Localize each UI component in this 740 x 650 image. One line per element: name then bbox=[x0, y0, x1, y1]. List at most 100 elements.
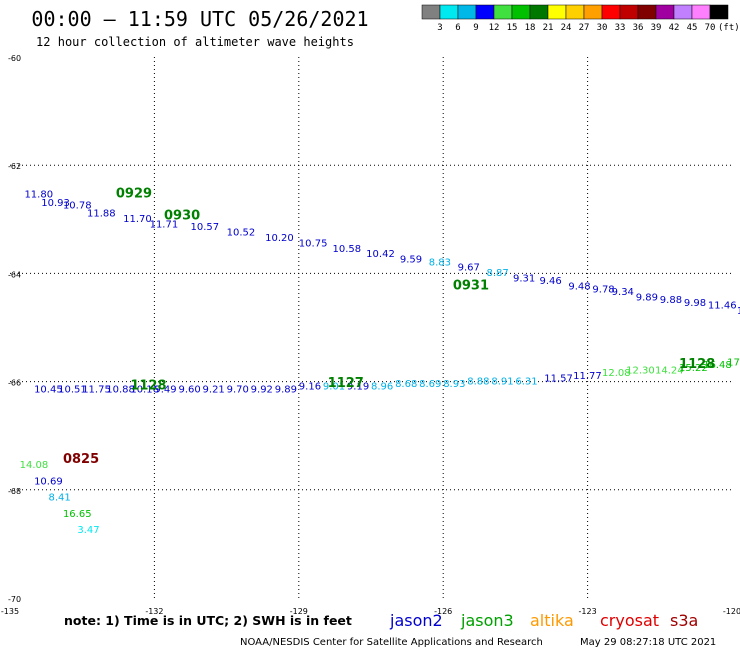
x-tick-label: -129 bbox=[290, 607, 308, 616]
footer-note: note: 1) Time is in UTC; 2) SWH is in fe… bbox=[64, 613, 352, 628]
legend-swatch bbox=[493, 4, 513, 20]
wave-height-value: 9.88 bbox=[660, 295, 682, 306]
wave-height-value: 10.16 bbox=[130, 384, 159, 395]
wave-height-value: 10.45 bbox=[34, 384, 63, 395]
page-subtitle: 12 hour collection of altimeter wave hei… bbox=[36, 35, 354, 49]
x-tick-label: -123 bbox=[579, 607, 597, 616]
wave-height-value: 8.83 bbox=[429, 257, 451, 268]
legend-swatch bbox=[439, 4, 459, 20]
wave-height-value: 9.70 bbox=[227, 384, 249, 395]
wave-height-value: 9.46 bbox=[539, 276, 561, 287]
legend-swatch bbox=[547, 4, 567, 20]
wave-height-value: 10.78 bbox=[63, 200, 92, 211]
x-tick-label: -120 bbox=[723, 607, 740, 616]
wave-height-value: 8.68 bbox=[395, 379, 417, 390]
legend-unit: (ft) bbox=[718, 23, 740, 33]
wave-height-value: 10.88 bbox=[106, 384, 135, 395]
legend-label: 39 bbox=[651, 23, 662, 33]
wave-height-value: 8.91 bbox=[491, 376, 513, 387]
pass-time-label: 1128 bbox=[130, 379, 166, 394]
wave-height-value: 8.87 bbox=[487, 268, 509, 279]
wave-height-value: 16.65 bbox=[63, 509, 92, 520]
wave-height-value: 11.71 bbox=[150, 219, 179, 230]
wave-height-value: 10.58 bbox=[332, 244, 361, 255]
legend-swatch bbox=[511, 4, 531, 20]
wave-height-value: 16.48 bbox=[703, 360, 732, 371]
y-tick-label: -62 bbox=[8, 162, 21, 171]
mission-name: jason3 bbox=[460, 611, 514, 630]
pass-time-label: 1128 bbox=[679, 357, 715, 372]
wave-height-value: 10.93 bbox=[41, 198, 70, 209]
mission-name: s3a bbox=[670, 611, 698, 630]
wave-height-value: 8.96 bbox=[371, 382, 393, 393]
wave-height-value: 14.24 bbox=[655, 365, 684, 376]
legend-label: 3 bbox=[437, 23, 442, 33]
mission-name: altika bbox=[530, 611, 574, 630]
legend-swatch bbox=[529, 4, 549, 20]
pass-time-label: 0931 bbox=[453, 279, 489, 294]
wave-height-value: 9.34 bbox=[612, 287, 634, 298]
pass-time-label: 0930 bbox=[164, 208, 200, 223]
legend-label: 21 bbox=[543, 23, 554, 33]
map-grid bbox=[10, 57, 732, 598]
legend-swatch bbox=[565, 4, 585, 20]
legend-label: 24 bbox=[561, 23, 572, 33]
legend-label: 6 bbox=[455, 23, 460, 33]
footer-timestamp: May 29 08:27:18 UTC 2021 bbox=[580, 637, 716, 648]
legend-swatch bbox=[691, 4, 711, 20]
legend-swatch bbox=[655, 4, 675, 20]
wave-height-value: 9.49 bbox=[154, 384, 176, 395]
legend-label: 36 bbox=[633, 23, 644, 33]
legend-label: 9 bbox=[473, 23, 478, 33]
wave-height-value: 11.77 bbox=[573, 371, 602, 382]
mission-name: cryosat bbox=[600, 611, 659, 630]
x-tick-label: -135 bbox=[1, 607, 19, 616]
wave-height-value: 11.46 bbox=[708, 301, 737, 312]
wave-height-value: 9.48 bbox=[568, 282, 590, 293]
wave-height-value: 10.20 bbox=[265, 233, 294, 244]
wave-height-value: 8.88 bbox=[467, 376, 489, 387]
wave-height-value: 6.31 bbox=[515, 376, 537, 387]
wave-height-value: 10.51 bbox=[58, 384, 87, 395]
wave-height-value: 10.75 bbox=[299, 238, 328, 249]
wave-height-value: 9.59 bbox=[400, 255, 422, 266]
wave-height-value: 11.52 bbox=[737, 306, 740, 317]
legend-swatch bbox=[457, 4, 477, 20]
wave-height-value: 10.57 bbox=[191, 222, 220, 233]
legend-label: 27 bbox=[579, 23, 590, 33]
legend-swatch bbox=[637, 4, 657, 20]
legend-label: 15 bbox=[507, 23, 518, 33]
y-tick-label: -70 bbox=[8, 595, 21, 604]
y-tick-label: -64 bbox=[8, 270, 21, 279]
y-tick-label: -68 bbox=[8, 487, 21, 496]
wave-height-value: 9.89 bbox=[636, 292, 658, 303]
color-scale-legend: 3 6 9 12 15 18 21 24 27 30 33 36 39 42 45 70 bbox=[421, 4, 729, 33]
page-title: 00:00 – 11:59 UTC 05/26/2021 bbox=[31, 7, 368, 31]
legend-swatch bbox=[475, 4, 495, 20]
legend-swatch bbox=[583, 4, 603, 20]
wave-height-value: 10.69 bbox=[34, 476, 63, 487]
wave-height-value: 9.98 bbox=[684, 298, 706, 309]
legend-label: 33 bbox=[615, 23, 626, 33]
pass-time-label: 0825 bbox=[63, 452, 99, 467]
y-tick-label: -60 bbox=[8, 54, 21, 63]
wave-height-value: 9.16 bbox=[299, 382, 321, 393]
wave-height-value: 17.51 bbox=[727, 357, 740, 368]
wave-height-value: 9.89 bbox=[275, 384, 297, 395]
wave-height-value: 9.19 bbox=[347, 382, 369, 393]
wave-height-value: 15.22 bbox=[679, 363, 708, 374]
legend-swatch bbox=[673, 4, 693, 20]
time-labels: 0929 0930 0931 1127 1128 1128 0825 bbox=[63, 187, 715, 467]
wave-height-value: 9.31 bbox=[513, 274, 535, 285]
mission-name: jason2 bbox=[389, 611, 443, 630]
legend-swatch bbox=[421, 4, 441, 20]
wave-height-value: 12.08 bbox=[602, 368, 631, 379]
pass-time-label: 1127 bbox=[328, 376, 364, 391]
legend-swatch bbox=[601, 4, 621, 20]
wave-height-value: 8.93 bbox=[443, 379, 465, 390]
x-tick-label: -132 bbox=[145, 607, 163, 616]
pass-time-label: 0929 bbox=[116, 187, 152, 202]
wave-height-value: 11.80 bbox=[24, 190, 53, 201]
mission-legend: jason2 jason3 altika cryosat s3a bbox=[389, 611, 698, 630]
